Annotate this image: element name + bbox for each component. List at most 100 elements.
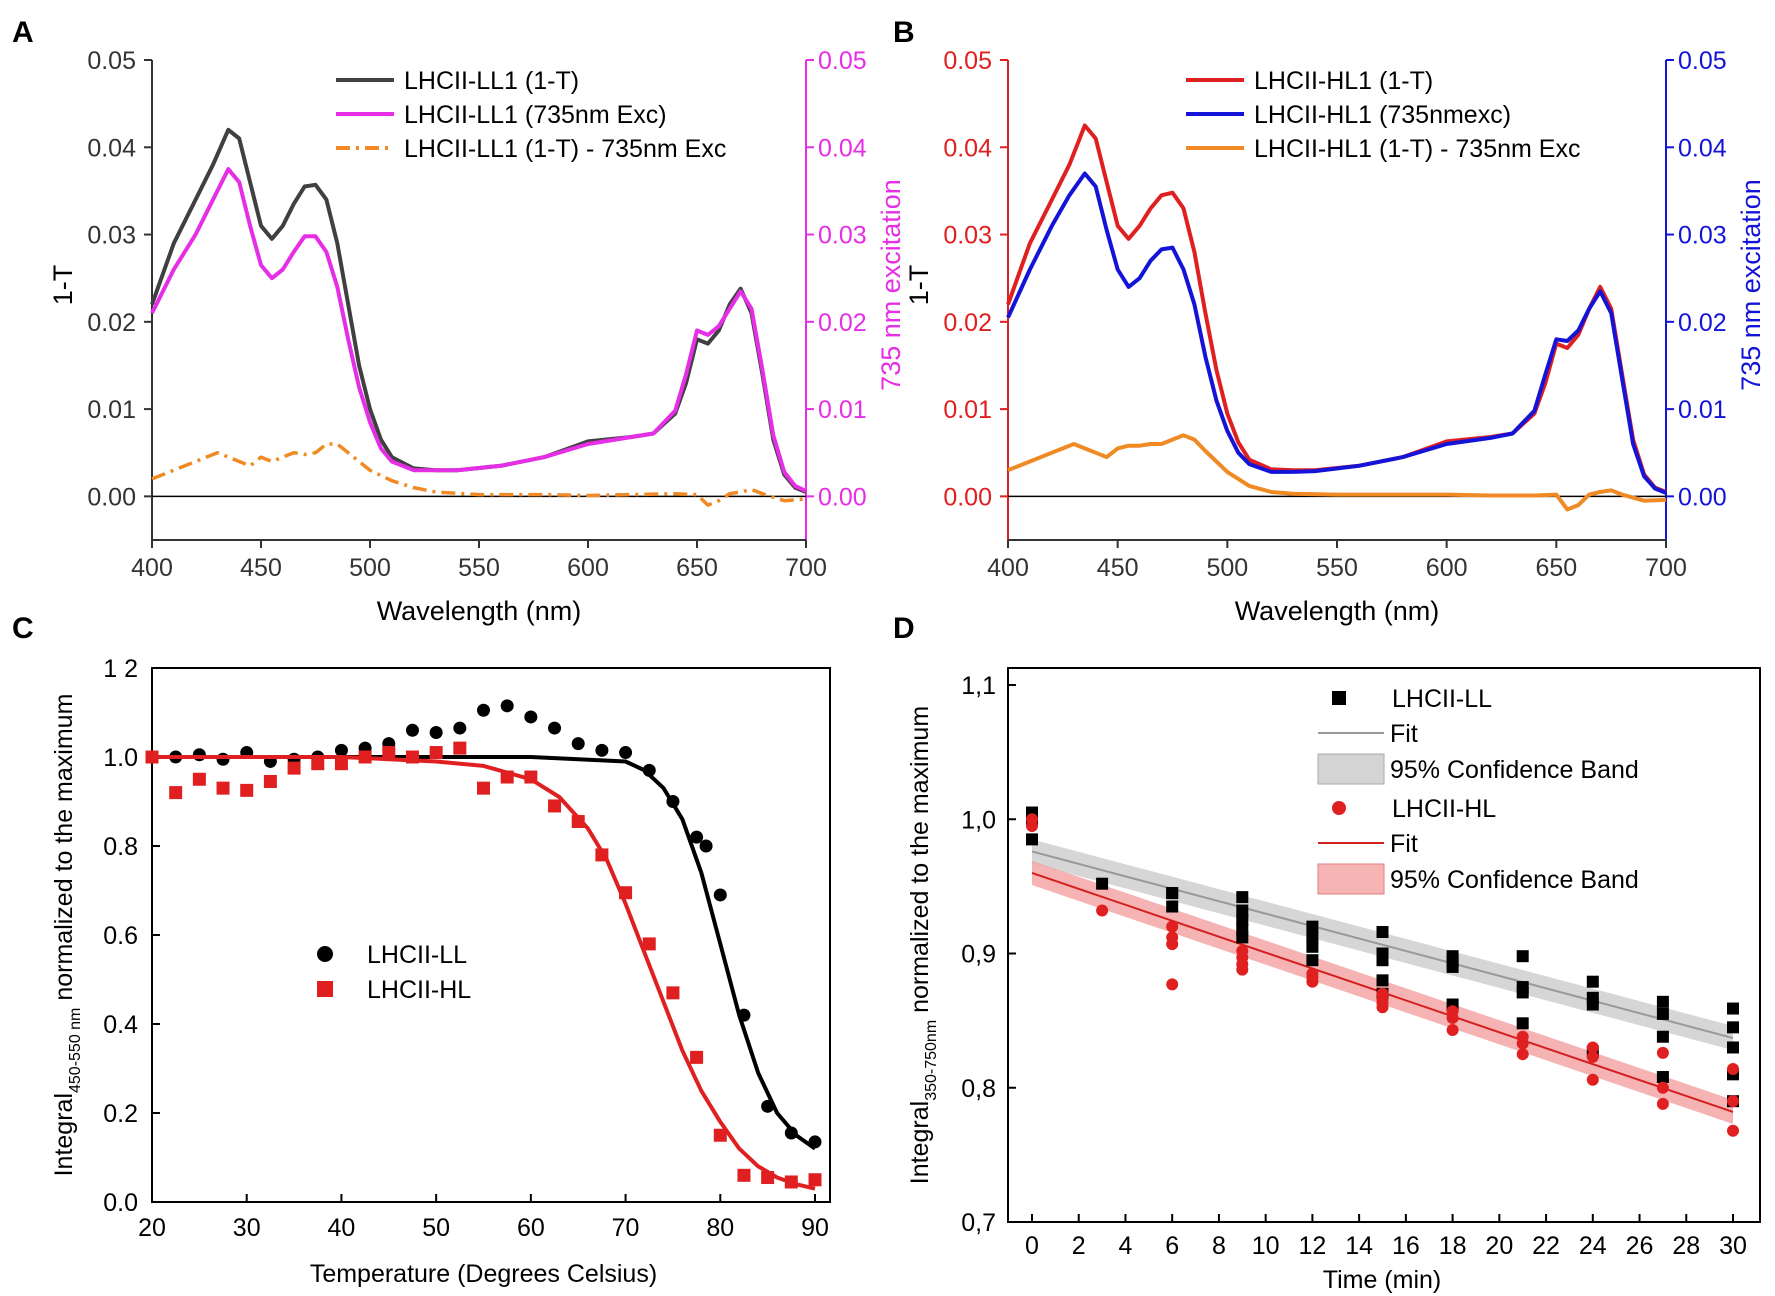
- data-point: [1656, 995, 1669, 1008]
- data-point: [500, 770, 514, 784]
- data-point: [1656, 1097, 1669, 1110]
- y-tick-label-right: 0.03: [1678, 222, 1727, 250]
- y-tick-label-right: 0.02: [1678, 309, 1727, 337]
- data-point: [784, 1126, 798, 1140]
- x-tick-label: 500: [349, 554, 391, 582]
- x-tick-label: 650: [1535, 554, 1577, 582]
- data-point: [571, 737, 585, 751]
- y-tick-label-right: 0.00: [818, 483, 867, 511]
- data-point: [737, 1008, 751, 1022]
- data-point: [1516, 1037, 1529, 1050]
- data-point: [477, 703, 490, 717]
- x-tick-label: 20: [138, 1214, 166, 1242]
- x-tick-label: 28: [1672, 1232, 1700, 1260]
- x-tick-label: 12: [1298, 1232, 1326, 1260]
- data-point: [1727, 1124, 1739, 1137]
- data-point: [429, 746, 443, 760]
- y-tick-label-right: 0.02: [818, 309, 867, 337]
- data-point: [1656, 1030, 1669, 1043]
- y-tick-label-left: 0.00: [87, 483, 136, 511]
- data-point: [334, 757, 348, 771]
- data-point: [1586, 1050, 1599, 1063]
- data-point: [500, 699, 514, 713]
- data-point: [358, 750, 372, 764]
- x-tick-label: 550: [1316, 554, 1358, 582]
- series-line-3: [1007, 433, 1667, 512]
- legend-label-hl-fit: Fit: [1390, 830, 1418, 858]
- x-tick-label: 8: [1212, 1232, 1226, 1260]
- data-point: [1446, 1011, 1459, 1024]
- y-tick-label-left: 0.03: [943, 222, 992, 250]
- x-axis-label: Wavelength (nm): [377, 596, 582, 626]
- data-point: [1586, 998, 1599, 1011]
- data-point: [808, 1173, 822, 1187]
- y-tick-label: 0,8: [961, 1075, 996, 1103]
- y-tick-label-left: 0.01: [87, 396, 136, 424]
- y-tick-label-left: 0.05: [943, 47, 992, 75]
- legend-label-2: LHCII-HL1 (735nmexc): [1254, 101, 1511, 129]
- x-tick-label: 50: [422, 1214, 450, 1242]
- data-point: [1586, 1073, 1599, 1086]
- series-line-3: [151, 442, 807, 507]
- x-tick-label: 20: [1485, 1232, 1513, 1260]
- legend-marker-ll: [317, 946, 333, 962]
- data-point: [1166, 900, 1179, 913]
- x-tick-label: 40: [328, 1214, 356, 1242]
- y-tick-label: 0.0: [103, 1189, 138, 1217]
- data-point: [690, 830, 704, 844]
- x-tick-label: 700: [785, 554, 827, 582]
- legend-label-3: LHCII-HL1 (1-T) - 735nm Exc: [1254, 135, 1580, 163]
- x-tick-label: 30: [1719, 1232, 1747, 1260]
- y-tick-label-left: 0.04: [87, 134, 136, 162]
- data-point: [1166, 887, 1179, 900]
- x-axis-label: Time (min): [1323, 1266, 1442, 1294]
- data-point: [1236, 931, 1249, 944]
- y-tick-label-right: 0.01: [818, 396, 867, 424]
- data-point: [1236, 913, 1249, 926]
- x-tick-label: 14: [1345, 1232, 1373, 1260]
- y-tick-label-right: 0.04: [1678, 134, 1727, 162]
- data-point: [690, 1050, 704, 1064]
- data-point: [1656, 1007, 1669, 1020]
- data-point: [784, 1175, 798, 1189]
- data-point: [1236, 891, 1249, 904]
- y-tick-label: 0,9: [961, 941, 996, 969]
- legend-label-ll-band: 95% Confidence Band: [1390, 756, 1639, 784]
- data-point: [1656, 1046, 1669, 1059]
- y-tick-label-left: 0.03: [87, 222, 136, 250]
- x-tick-label: 10: [1252, 1232, 1280, 1260]
- data-point: [287, 761, 301, 775]
- panel-letter-c: C: [12, 612, 34, 645]
- data-point: [713, 888, 727, 902]
- y-tick-label: 0.8: [103, 833, 138, 861]
- fit-line-2: [152, 755, 816, 1191]
- x-tick-label: 22: [1532, 1232, 1560, 1260]
- y-tick-label: 0.2: [103, 1100, 138, 1128]
- y-tick-label-right: 0.05: [818, 47, 867, 75]
- x-tick-label: 80: [706, 1214, 734, 1242]
- x-tick-label: 600: [567, 554, 609, 582]
- data-point: [571, 815, 585, 829]
- panel-letter-b: B: [893, 16, 915, 49]
- x-tick-label: 24: [1579, 1232, 1607, 1260]
- x-tick-label: 400: [131, 554, 173, 582]
- data-point: [216, 752, 230, 766]
- x-tick-label: 0: [1025, 1232, 1039, 1260]
- data-point: [192, 772, 206, 786]
- legend-label-1: LHCII-HL1 (1-T): [1254, 67, 1433, 95]
- y-tick-label-right: 0.04: [818, 134, 867, 162]
- data-point: [1656, 1081, 1669, 1094]
- data-point: [1236, 963, 1249, 976]
- legend-label-ll: LHCII-LL: [1392, 685, 1492, 713]
- y-axis-label-left: 1-T: [48, 265, 78, 306]
- data-point: [477, 781, 490, 795]
- y-tick-label-left: 0.04: [943, 134, 992, 162]
- data-point: [311, 757, 325, 771]
- y-axis-label: Integral350-750nm normalized to the maxi…: [906, 706, 940, 1184]
- legend-label-1: LHCII-LL1 (1-T): [404, 67, 579, 95]
- x-tick-label: 70: [612, 1214, 640, 1242]
- data-point: [619, 886, 633, 900]
- x-tick-label: 500: [1206, 554, 1248, 582]
- data-point: [1236, 904, 1249, 917]
